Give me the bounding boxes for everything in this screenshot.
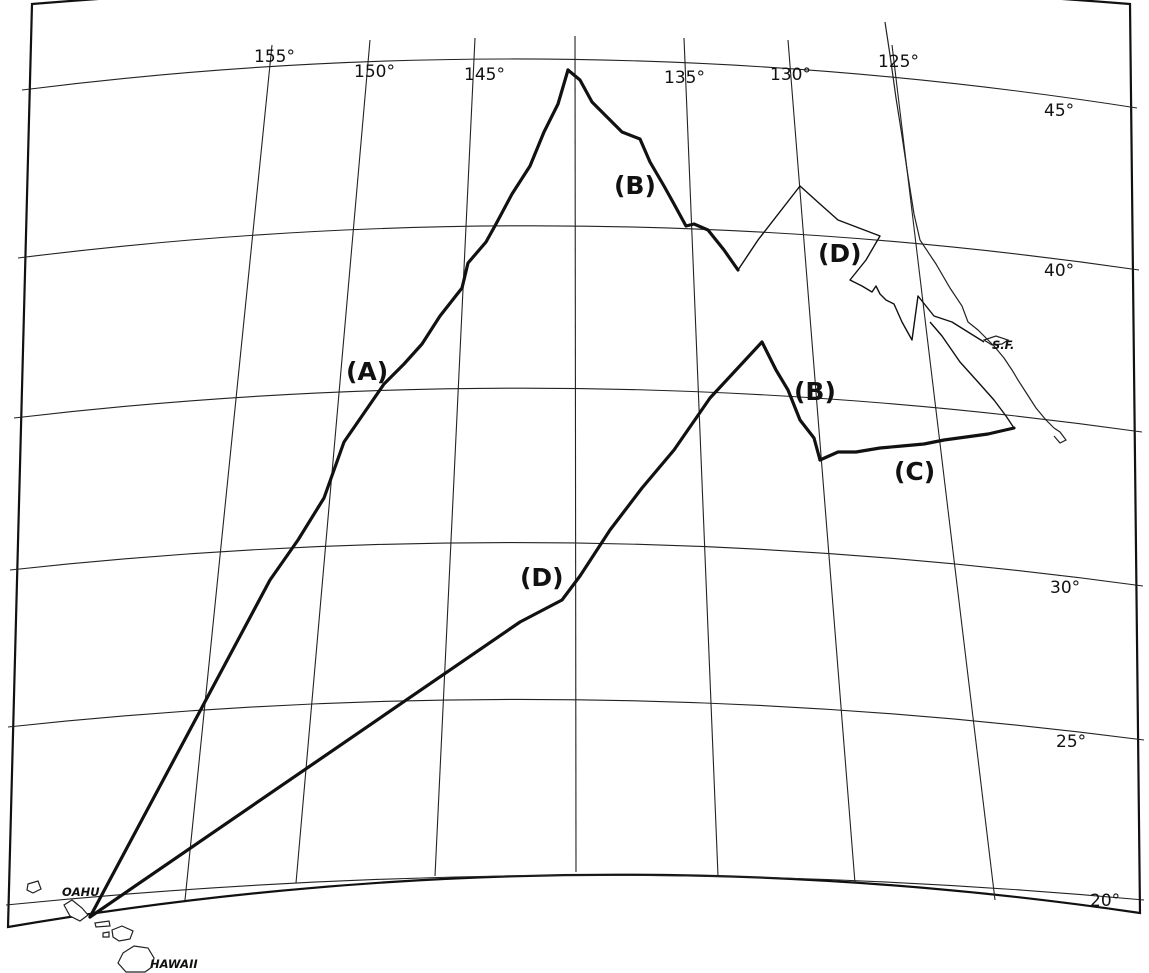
parallel-35 (13, 387, 1143, 433)
place-labels: OAHU HAWAII S.F. (62, 338, 1014, 971)
parallel-40 (17, 225, 1140, 271)
kauai-island (26, 880, 42, 894)
lon-label-130: 130° (770, 65, 811, 85)
coastline-south (1053, 427, 1067, 444)
meridian-125 (891, 44, 996, 901)
track-d-south (88, 340, 822, 919)
sf-bay (982, 335, 1010, 346)
route-tracks (88, 68, 1016, 919)
route-label-b-north: (B) (614, 171, 656, 200)
oahu-island (63, 899, 89, 922)
molokai-island (94, 920, 111, 928)
lon-label-135: 135° (664, 68, 705, 88)
lat-label-45: 45° (1044, 101, 1074, 121)
track-d-inshore (929, 321, 1015, 429)
map-frame (6, 0, 1142, 929)
meridian-130 (787, 39, 856, 884)
coastline (884, 21, 1055, 429)
track-b-north (566, 68, 740, 272)
lon-label-145: 145° (464, 65, 505, 85)
meridian-145 (434, 37, 476, 877)
latitude-labels: 45° 40° 30° 25° 20° (1044, 101, 1120, 911)
north-american-coast (884, 21, 1067, 444)
longitude-labels: 155° 150° 145° 135° 130° 125° (254, 47, 919, 88)
route-label-c: (C) (894, 457, 935, 486)
meridian-150 (295, 39, 371, 884)
parallel-20 (5, 874, 1145, 906)
route-label-b-south: (B) (794, 377, 836, 406)
track-c (818, 426, 1016, 462)
maui-island (111, 925, 134, 942)
hawaii-island (117, 945, 155, 973)
lon-label-155: 155° (254, 47, 295, 67)
place-label-oahu: OAHU (62, 885, 100, 899)
lat-label-20: 20° (1090, 891, 1120, 911)
track-d-north (737, 185, 985, 343)
meridian-155 (184, 44, 273, 901)
route-labels: (A) (B) (D) (B) (C) (D) (346, 171, 935, 592)
place-label-sf: S.F. (992, 338, 1014, 352)
longitude-grid (184, 35, 996, 901)
lat-label-30: 30° (1050, 578, 1080, 598)
lon-label-125: 125° (878, 52, 919, 72)
hawaiian-islands (26, 880, 155, 973)
meridian-135 (683, 37, 719, 877)
parallel-45 (21, 58, 1138, 109)
meridian-140 (574, 35, 577, 873)
place-label-hawaii: HAWAII (150, 957, 198, 971)
track-a (88, 68, 570, 919)
route-label-d-south: (D) (520, 563, 564, 592)
lat-label-40: 40° (1044, 261, 1074, 281)
lon-label-150: 150° (354, 62, 395, 82)
route-label-d-north: (D) (818, 239, 862, 268)
lat-label-25: 25° (1056, 732, 1086, 752)
route-label-a: (A) (346, 357, 388, 386)
lanai-island (102, 931, 110, 938)
